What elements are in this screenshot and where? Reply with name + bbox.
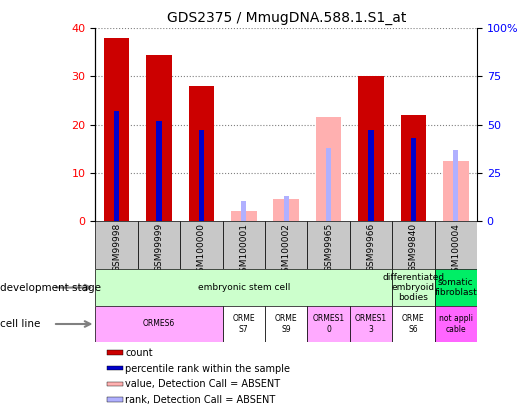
Bar <box>316 117 341 221</box>
Bar <box>326 147 331 221</box>
Text: ORMES1
3: ORMES1 3 <box>355 314 387 334</box>
Text: cell line: cell line <box>0 319 40 329</box>
Bar <box>156 121 162 221</box>
Text: GSM99965: GSM99965 <box>324 223 333 273</box>
Text: GSM100000: GSM100000 <box>197 223 206 278</box>
Bar <box>307 221 350 269</box>
Bar <box>307 306 350 342</box>
Text: rank, Detection Call = ABSENT: rank, Detection Call = ABSENT <box>125 395 276 405</box>
Bar <box>265 221 307 269</box>
Bar <box>326 147 331 221</box>
Bar <box>241 201 246 221</box>
Text: GSM100004: GSM100004 <box>452 223 460 278</box>
Bar <box>223 221 265 269</box>
Bar <box>284 196 289 221</box>
Text: GSM99840: GSM99840 <box>409 223 418 272</box>
Bar <box>104 38 129 221</box>
Bar <box>95 306 223 342</box>
Bar <box>107 382 123 386</box>
Text: percentile rank within the sample: percentile rank within the sample <box>125 364 290 373</box>
Bar <box>180 221 223 269</box>
Bar <box>435 269 477 306</box>
Bar <box>392 306 435 342</box>
Text: embryonic stem cell: embryonic stem cell <box>198 283 290 292</box>
Bar <box>189 86 214 221</box>
Bar <box>350 306 392 342</box>
Bar <box>273 199 299 221</box>
Bar <box>107 366 123 371</box>
Text: count: count <box>125 348 153 358</box>
Bar <box>231 211 257 221</box>
Text: GSM100001: GSM100001 <box>240 223 248 278</box>
Text: ORMES1
0: ORMES1 0 <box>313 314 344 334</box>
Bar <box>368 130 374 221</box>
Text: GSM99998: GSM99998 <box>112 223 121 273</box>
Bar <box>223 306 265 342</box>
Bar <box>411 138 416 221</box>
Bar <box>435 221 477 269</box>
Bar <box>107 350 123 355</box>
Bar <box>199 130 204 221</box>
Bar <box>95 221 138 269</box>
Text: value, Detection Call = ABSENT: value, Detection Call = ABSENT <box>125 379 280 389</box>
Text: somatic
fibroblast: somatic fibroblast <box>435 278 477 297</box>
Text: not appli
cable: not appli cable <box>439 314 473 334</box>
Bar <box>443 161 469 221</box>
Bar <box>401 115 426 221</box>
Text: GSM99999: GSM99999 <box>155 223 163 273</box>
Text: ORME
S9: ORME S9 <box>275 314 297 334</box>
Bar <box>435 306 477 342</box>
Text: ORME
S7: ORME S7 <box>233 314 255 334</box>
Bar <box>114 111 119 221</box>
Text: GSM100002: GSM100002 <box>282 223 290 278</box>
Bar <box>138 221 180 269</box>
Bar <box>392 221 435 269</box>
Bar <box>265 306 307 342</box>
Bar <box>95 269 392 306</box>
Bar <box>350 221 392 269</box>
Bar <box>392 269 435 306</box>
Bar <box>146 55 172 221</box>
Bar <box>107 397 123 402</box>
Text: differentiated
embryoid
bodies: differentiated embryoid bodies <box>382 273 445 303</box>
Text: development stage: development stage <box>0 283 101 292</box>
Bar <box>453 149 458 221</box>
Text: ORMES6: ORMES6 <box>143 320 175 328</box>
Bar <box>358 77 384 221</box>
Title: GDS2375 / MmugDNA.588.1.S1_at: GDS2375 / MmugDNA.588.1.S1_at <box>166 11 406 25</box>
Text: ORME
S6: ORME S6 <box>402 314 425 334</box>
Text: GSM99966: GSM99966 <box>367 223 375 273</box>
